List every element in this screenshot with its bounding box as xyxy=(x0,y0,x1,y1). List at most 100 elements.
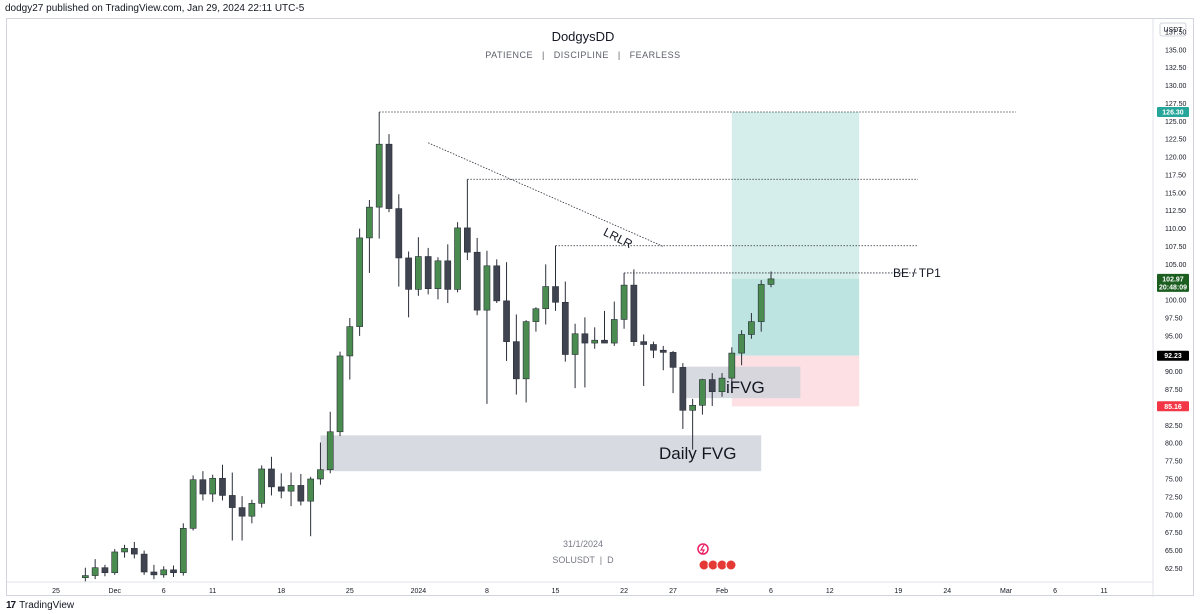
candle-bear xyxy=(101,567,109,574)
candle-bull xyxy=(209,477,217,495)
time-tick-label: 12 xyxy=(826,588,834,595)
currency-label[interactable]: USDT xyxy=(1163,27,1183,34)
target-price-tag xyxy=(1157,106,1189,117)
candle-bull xyxy=(699,379,706,406)
price-tick-label: 62.50 xyxy=(1165,566,1183,573)
candle-bear xyxy=(424,256,432,289)
price-tick-label: 67.50 xyxy=(1165,530,1183,537)
time-tick-label: 6 xyxy=(1053,588,1057,595)
entry-price-tag xyxy=(1157,350,1189,361)
candle-bear xyxy=(473,251,481,311)
price-tick-label: 127.50 xyxy=(1165,101,1187,108)
price-tick-label: 75.00 xyxy=(1165,476,1183,483)
candle-bull xyxy=(326,431,334,470)
currency-button[interactable] xyxy=(1159,22,1187,37)
price-tick-label: 82.50 xyxy=(1165,423,1183,430)
candle-bear xyxy=(150,571,158,576)
price-tick-label: 100.00 xyxy=(1165,298,1187,305)
lightning-icon xyxy=(697,543,709,555)
be-tp1-label: BE / TP1 xyxy=(893,266,941,280)
candle-bear xyxy=(552,286,559,303)
chart-title: DodgysDD xyxy=(552,29,615,44)
tradingview-brand: TradingView xyxy=(19,599,75,611)
candle-bull xyxy=(542,286,550,310)
candle-bear xyxy=(659,349,667,353)
candle-bull xyxy=(179,528,187,574)
lrlr-label: LRLR xyxy=(601,225,635,252)
candle-bear xyxy=(581,333,589,344)
candle-bull xyxy=(121,548,128,553)
chart-canvas[interactable]: DodgysDD PATIENCE | DISCIPLINE | FEARLES… xyxy=(7,19,1195,597)
candle-bear xyxy=(679,367,687,411)
candle-bull xyxy=(689,405,696,411)
candle-bull xyxy=(748,321,755,335)
price-tick-label: 125.00 xyxy=(1165,119,1187,126)
candle-bear xyxy=(170,569,177,574)
price-tick-label: 105.00 xyxy=(1165,262,1187,269)
time-tick-label: 24 xyxy=(943,588,951,595)
price-tick-label: 80.00 xyxy=(1165,441,1183,448)
candle-bear xyxy=(277,486,285,492)
candle-bear xyxy=(640,341,648,345)
candle-bear xyxy=(464,227,471,253)
lrlr-trendline xyxy=(428,142,664,247)
price-tick-label: 135.00 xyxy=(1165,47,1187,54)
candle-bear xyxy=(395,208,403,259)
candles-layer xyxy=(82,111,775,582)
candle-bear xyxy=(130,548,138,555)
candle-bear xyxy=(630,284,638,342)
candle-bull xyxy=(434,260,442,289)
price-tick-label: 115.00 xyxy=(1165,190,1186,197)
time-tick-label: Feb xyxy=(716,588,728,595)
time-tick-label: 15 xyxy=(552,588,560,595)
time-tick-label: 2024 xyxy=(411,588,427,595)
entry-price-tag-label: 92.23 xyxy=(1164,353,1182,360)
candle-bull xyxy=(375,143,383,208)
time-tick-label: Mar xyxy=(1000,588,1013,595)
candle-bear xyxy=(228,495,236,508)
candle-bear xyxy=(708,379,716,393)
event-icons[interactable] xyxy=(697,543,737,571)
ifvg-label: iFVG xyxy=(726,378,765,397)
time-tick-label: 19 xyxy=(894,588,902,595)
candle-bear xyxy=(444,260,452,290)
watermark-symbol: SOLUSDT | D xyxy=(552,555,614,565)
candle-bull xyxy=(307,478,314,502)
price-tick-label: 87.50 xyxy=(1165,387,1183,394)
candle-bull xyxy=(522,321,530,380)
current-price-tag-label: 102.97 xyxy=(1162,276,1184,283)
candle-bear xyxy=(140,553,148,573)
time-tick-label: 22 xyxy=(620,588,628,595)
candle-bull xyxy=(258,468,266,504)
candle-bear xyxy=(385,143,393,209)
price-tick-label: 130.00 xyxy=(1165,83,1187,90)
candle-bear xyxy=(493,265,501,302)
candle-bear xyxy=(650,344,657,351)
price-tick-label: 70.00 xyxy=(1165,512,1183,519)
candle-bull xyxy=(111,551,119,574)
candle-bull xyxy=(336,355,344,433)
price-axis: USDT 137.50 135.00 132.50 130.00 127.50 125.0… xyxy=(1152,19,1187,597)
time-tick-label: 18 xyxy=(277,588,285,595)
candle-bear xyxy=(297,485,305,502)
daily-fvg-zone xyxy=(320,435,762,472)
footer-brand[interactable]: 17 TradingView xyxy=(6,597,74,613)
candle-bull xyxy=(91,567,99,576)
candle-bear xyxy=(669,352,677,368)
time-tick-label: 27 xyxy=(669,588,677,595)
chart-frame[interactable]: DodgysDD PATIENCE | DISCIPLINE | FEARLES… xyxy=(6,18,1195,597)
time-tick-label: Dec xyxy=(109,588,122,595)
candle-bull xyxy=(738,334,745,354)
time-axis: 25 Dec 6 11 18 25 2024 8 15 22 27 Feb 6 12 19 24 Mar 6 11 xyxy=(7,581,1153,595)
candle-bull xyxy=(346,326,354,357)
candle-bull xyxy=(189,479,197,529)
candle-bull xyxy=(160,569,168,576)
price-tick-label: 90.00 xyxy=(1165,369,1183,376)
candle-bull xyxy=(356,237,363,327)
candle-bear xyxy=(238,507,246,517)
price-tick-label: 72.50 xyxy=(1165,494,1183,501)
price-tick-label: 95.00 xyxy=(1165,333,1183,340)
price-tick-label: 122.50 xyxy=(1165,137,1187,144)
candle-bear xyxy=(405,257,412,290)
